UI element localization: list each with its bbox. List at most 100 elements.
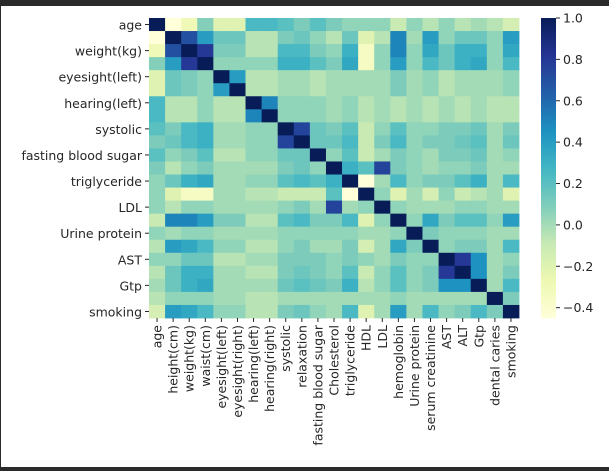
colorbar-segment	[541, 43, 556, 46]
colorbar-segment	[541, 150, 556, 154]
colorbar-tick-label: 1.0	[563, 11, 583, 26]
heatmap-cell	[438, 161, 456, 175]
y-tick-label: eyesight(left)	[58, 70, 142, 85]
heatmap-cell	[309, 226, 327, 241]
heatmap-cell	[229, 265, 246, 280]
colorbar-segment	[541, 253, 556, 256]
heatmap-cell	[277, 161, 295, 175]
heatmap-cell	[342, 109, 359, 123]
colorbar-segment	[541, 73, 556, 76]
heatmap-cell	[149, 265, 166, 280]
colorbar-segment	[541, 88, 556, 91]
heatmap-cell	[325, 148, 343, 162]
heatmap-cell	[213, 174, 230, 188]
heatmap-cell	[245, 31, 263, 45]
heatmap-cell	[390, 44, 407, 58]
heatmap-cell	[502, 44, 520, 58]
heatmap-cell	[374, 44, 391, 58]
heatmap-cell	[293, 291, 311, 306]
heatmap-cell	[293, 200, 311, 215]
heatmap-cell	[197, 18, 214, 32]
heatmap-cell	[181, 187, 198, 202]
heatmap-cell	[374, 122, 391, 136]
heatmap-cell	[309, 278, 327, 293]
heatmap-cell	[486, 213, 504, 228]
x-tick-label: systolic	[278, 325, 293, 372]
heatmap-cell	[406, 109, 423, 123]
heatmap-cells	[149, 18, 520, 319]
heatmap-cell	[149, 83, 166, 97]
colorbar-segment	[541, 128, 556, 131]
heatmap-cell	[438, 200, 456, 215]
heatmap-cell	[245, 70, 263, 84]
heatmap-cell	[454, 291, 472, 306]
heatmap-cell	[309, 161, 327, 175]
heatmap-cell	[213, 135, 230, 149]
heatmap-cell	[454, 200, 472, 215]
heatmap-cell	[165, 291, 182, 306]
heatmap-cell	[181, 278, 198, 293]
heatmap-cell	[390, 187, 407, 202]
heatmap-cell	[374, 83, 391, 97]
heatmap-cell	[374, 31, 391, 45]
colorbar-tick-label: 0.6	[563, 93, 583, 108]
colorbar-segment	[541, 30, 556, 34]
heatmap-cell	[181, 200, 198, 215]
heatmap-cell	[197, 226, 214, 241]
heatmap-cell	[422, 187, 439, 202]
heatmap-cell	[149, 213, 166, 228]
heatmap-cell	[454, 239, 472, 254]
heatmap-cell	[277, 135, 295, 149]
heatmap-cell	[277, 187, 295, 202]
heatmap-cell	[309, 31, 327, 45]
heatmap-cell	[165, 57, 182, 71]
heatmap-cell	[438, 148, 456, 162]
heatmap-cell	[213, 304, 230, 319]
heatmap-cell	[181, 252, 198, 267]
heatmap-cell	[358, 200, 375, 215]
x-tick-label: fasting blood sugar	[310, 324, 325, 445]
colorbar-segment	[541, 153, 556, 156]
heatmap-cell	[325, 70, 343, 84]
heatmap-cell	[165, 109, 182, 123]
heatmap-cell	[229, 200, 246, 215]
heatmap-cell	[277, 148, 295, 162]
heatmap-cell	[325, 200, 343, 215]
y-axis: age weight(kg) eyesight(left) hearing(left)…	[21, 18, 149, 319]
colorbar-segment	[541, 133, 556, 136]
heatmap-cell	[293, 44, 311, 58]
heatmap-cell	[390, 291, 407, 306]
colorbar-segment	[541, 145, 556, 149]
heatmap-cell	[486, 265, 504, 280]
heatmap-cell	[342, 70, 359, 84]
heatmap-cell	[213, 226, 230, 241]
heatmap-cell	[390, 200, 407, 215]
heatmap-cell	[486, 44, 504, 58]
heatmap-cell	[165, 252, 182, 267]
heatmap-cell	[261, 135, 279, 149]
heatmap-cell	[342, 44, 359, 58]
heatmap-cell	[245, 174, 263, 188]
colorbar-segment	[541, 198, 556, 201]
heatmap-cell	[390, 122, 407, 136]
heatmap-cell	[181, 265, 198, 280]
colorbar-segment	[541, 70, 556, 74]
colorbar-segment	[541, 245, 556, 249]
heatmap-cell	[149, 161, 166, 175]
heatmap-cell	[374, 291, 391, 306]
colorbar-segment	[541, 260, 556, 264]
colorbar-segment	[541, 273, 556, 276]
heatmap-cell	[358, 122, 375, 136]
heatmap-cell	[454, 135, 472, 149]
heatmap-cell	[374, 200, 391, 215]
colorbar-segment	[541, 315, 556, 319]
colorbar-segment	[541, 113, 556, 116]
heatmap-cell	[470, 304, 488, 319]
heatmap-cell	[502, 31, 520, 45]
colorbar-segment	[541, 178, 556, 181]
heatmap-cell	[470, 252, 488, 267]
heatmap-cell	[374, 96, 391, 110]
heatmap-cell	[181, 161, 198, 175]
heatmap-cell	[165, 96, 182, 110]
heatmap-cell	[213, 265, 230, 280]
